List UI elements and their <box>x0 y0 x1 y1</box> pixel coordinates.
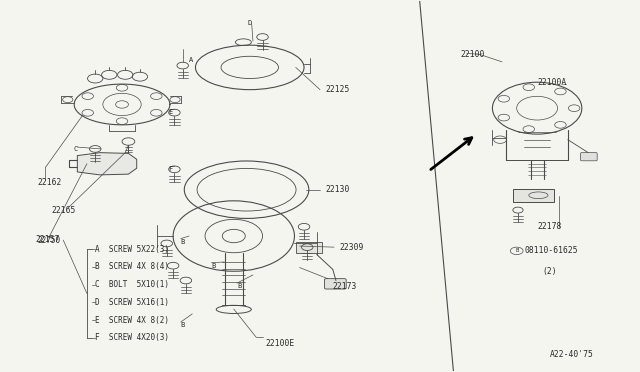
Text: F  SCREW 4X20(3): F SCREW 4X20(3) <box>95 333 169 343</box>
Text: D  SCREW 5X16(1): D SCREW 5X16(1) <box>95 298 169 307</box>
FancyBboxPatch shape <box>296 241 322 253</box>
FancyBboxPatch shape <box>580 153 597 161</box>
Text: F: F <box>168 166 172 172</box>
Text: 22162: 22162 <box>38 178 62 187</box>
Text: D: D <box>248 20 252 26</box>
FancyBboxPatch shape <box>513 189 554 202</box>
Text: 22165: 22165 <box>52 206 76 215</box>
Text: (2): (2) <box>542 267 557 276</box>
Text: B: B <box>211 263 216 269</box>
Text: 22100A: 22100A <box>537 78 566 87</box>
Text: 22178: 22178 <box>537 222 561 231</box>
Text: 08110-61625: 08110-61625 <box>524 246 578 255</box>
Text: B: B <box>515 248 518 253</box>
Text: 22100: 22100 <box>461 50 485 59</box>
Polygon shape <box>77 153 137 175</box>
Text: A22-40'75: A22-40'75 <box>550 350 594 359</box>
Text: B: B <box>180 322 185 328</box>
Text: B  SCREW 4X 8(4): B SCREW 4X 8(4) <box>95 262 169 271</box>
Text: 22130: 22130 <box>325 185 349 194</box>
Text: 22157: 22157 <box>36 235 60 244</box>
Text: A: A <box>189 57 193 63</box>
Text: A  SCREW 5X22(3): A SCREW 5X22(3) <box>95 244 169 253</box>
Text: C  BOLT  5X10(1): C BOLT 5X10(1) <box>95 280 169 289</box>
Text: C: C <box>74 146 77 152</box>
Text: 22173: 22173 <box>333 282 357 291</box>
Text: 22100E: 22100E <box>266 339 295 348</box>
Text: 22750: 22750 <box>38 235 61 245</box>
Text: E  SCREW 4X 8(2): E SCREW 4X 8(2) <box>95 316 169 325</box>
Text: B: B <box>237 283 241 289</box>
Text: B: B <box>180 238 185 245</box>
Text: 22125: 22125 <box>325 85 349 94</box>
Text: E: E <box>168 109 172 115</box>
FancyBboxPatch shape <box>324 279 346 289</box>
Text: 22309: 22309 <box>339 243 364 251</box>
